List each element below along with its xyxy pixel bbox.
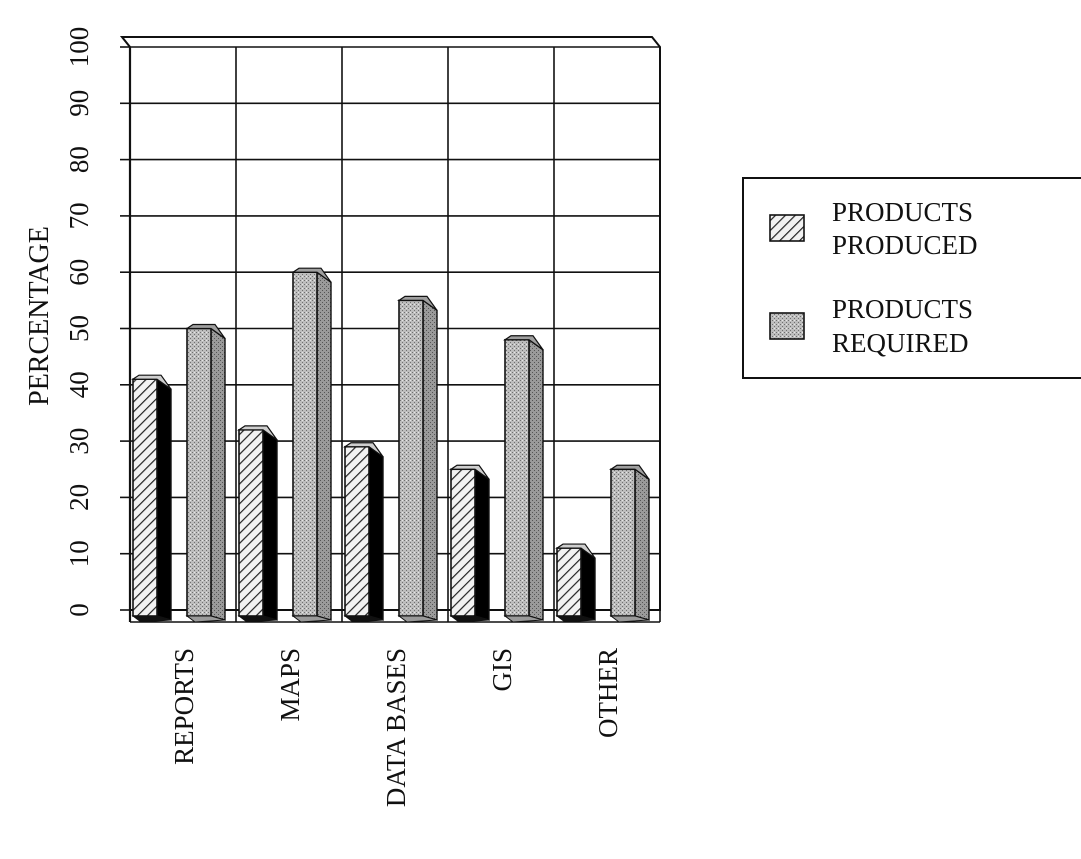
bar-side <box>528 338 544 621</box>
bar-front <box>504 338 530 617</box>
bar-base <box>291 615 332 623</box>
bar-front <box>292 271 318 617</box>
bar-top <box>555 543 596 559</box>
bars <box>131 267 650 623</box>
bar-front <box>132 378 158 617</box>
bar-required-data-bases <box>397 295 438 623</box>
bar-front <box>344 445 370 617</box>
legend-swatch-required <box>769 312 805 340</box>
bar-base <box>343 615 384 623</box>
bar-top <box>131 374 172 390</box>
legend: PRODUCTS PRODUCED PRODUCTS REQUIRED <box>742 177 1081 379</box>
bar-required-reports <box>185 323 226 623</box>
bar-side <box>580 546 596 621</box>
legend-label-required-line1: PRODUCTS <box>832 294 973 324</box>
y-tick-label: 80 <box>64 146 94 173</box>
y-tick-label: 30 <box>64 428 94 455</box>
x-axis-categories: REPORTS MAPS DATA BASES GIS OTHER <box>169 648 623 807</box>
bar-required-gis <box>503 335 544 623</box>
legend-label-required-line2: REQUIRED <box>832 328 969 358</box>
category-label: OTHER <box>593 648 623 738</box>
y-tick-label: 50 <box>64 315 94 342</box>
bar-top <box>449 464 490 480</box>
y-axis-ticks: 0 10 20 30 40 50 60 70 80 90 100 <box>64 27 94 617</box>
legend-label-produced-line2: PRODUCED <box>832 230 978 260</box>
y-tick-label: 40 <box>64 371 94 398</box>
bar-base <box>503 615 544 623</box>
bar-front <box>556 547 582 617</box>
y-tick-label: 70 <box>64 202 94 229</box>
y-tick-label: 100 <box>64 27 94 68</box>
bar-top <box>503 335 544 351</box>
bar-top <box>291 267 332 283</box>
bar-produced-gis <box>449 464 490 623</box>
bar-base <box>609 615 650 623</box>
bar-produced-maps <box>237 425 278 623</box>
bar-top <box>343 442 384 458</box>
bar-front <box>238 429 264 617</box>
bar-produced-other <box>555 543 596 623</box>
bar-base <box>397 615 438 623</box>
bar-front <box>610 468 636 617</box>
bar-produced-data-bases <box>343 442 384 623</box>
bar-base <box>185 615 226 623</box>
bar-side <box>422 298 438 621</box>
y-tick-label: 90 <box>64 90 94 117</box>
bar-produced-reports <box>131 374 172 623</box>
bar-front <box>398 299 424 617</box>
bar-top <box>397 295 438 311</box>
y-tick-label: 0 <box>64 603 94 617</box>
y-tick-label: 10 <box>64 540 94 567</box>
bar-top <box>609 464 650 480</box>
bar-side <box>210 327 226 621</box>
bar-front <box>450 468 476 617</box>
bar-side <box>156 377 172 621</box>
bar-base <box>131 615 172 623</box>
bar-base <box>237 615 278 623</box>
legend-box <box>742 177 1081 379</box>
category-label: GIS <box>487 648 517 692</box>
bar-required-other <box>609 464 650 623</box>
bar-side <box>474 467 490 621</box>
category-label: DATA BASES <box>381 648 411 807</box>
bar-front <box>186 327 212 617</box>
plot-frame-corner <box>121 36 131 48</box>
category-label: REPORTS <box>169 648 199 765</box>
bar-required-maps <box>291 267 332 623</box>
bar-side <box>262 428 278 621</box>
legend-label-produced-line1: PRODUCTS <box>832 197 973 227</box>
category-label: MAPS <box>275 648 305 722</box>
bar-side <box>368 445 384 621</box>
y-tick-label: 20 <box>64 484 94 511</box>
bar-side <box>316 270 332 621</box>
bar-top <box>185 323 226 339</box>
bar-base <box>555 615 596 623</box>
bar-base <box>449 615 490 623</box>
y-tick-label: 60 <box>64 259 94 286</box>
bar-side <box>634 467 650 621</box>
y-axis-title: PERCENTAGE <box>24 226 55 406</box>
bar-top <box>237 425 278 441</box>
legend-swatch-produced <box>769 214 805 242</box>
